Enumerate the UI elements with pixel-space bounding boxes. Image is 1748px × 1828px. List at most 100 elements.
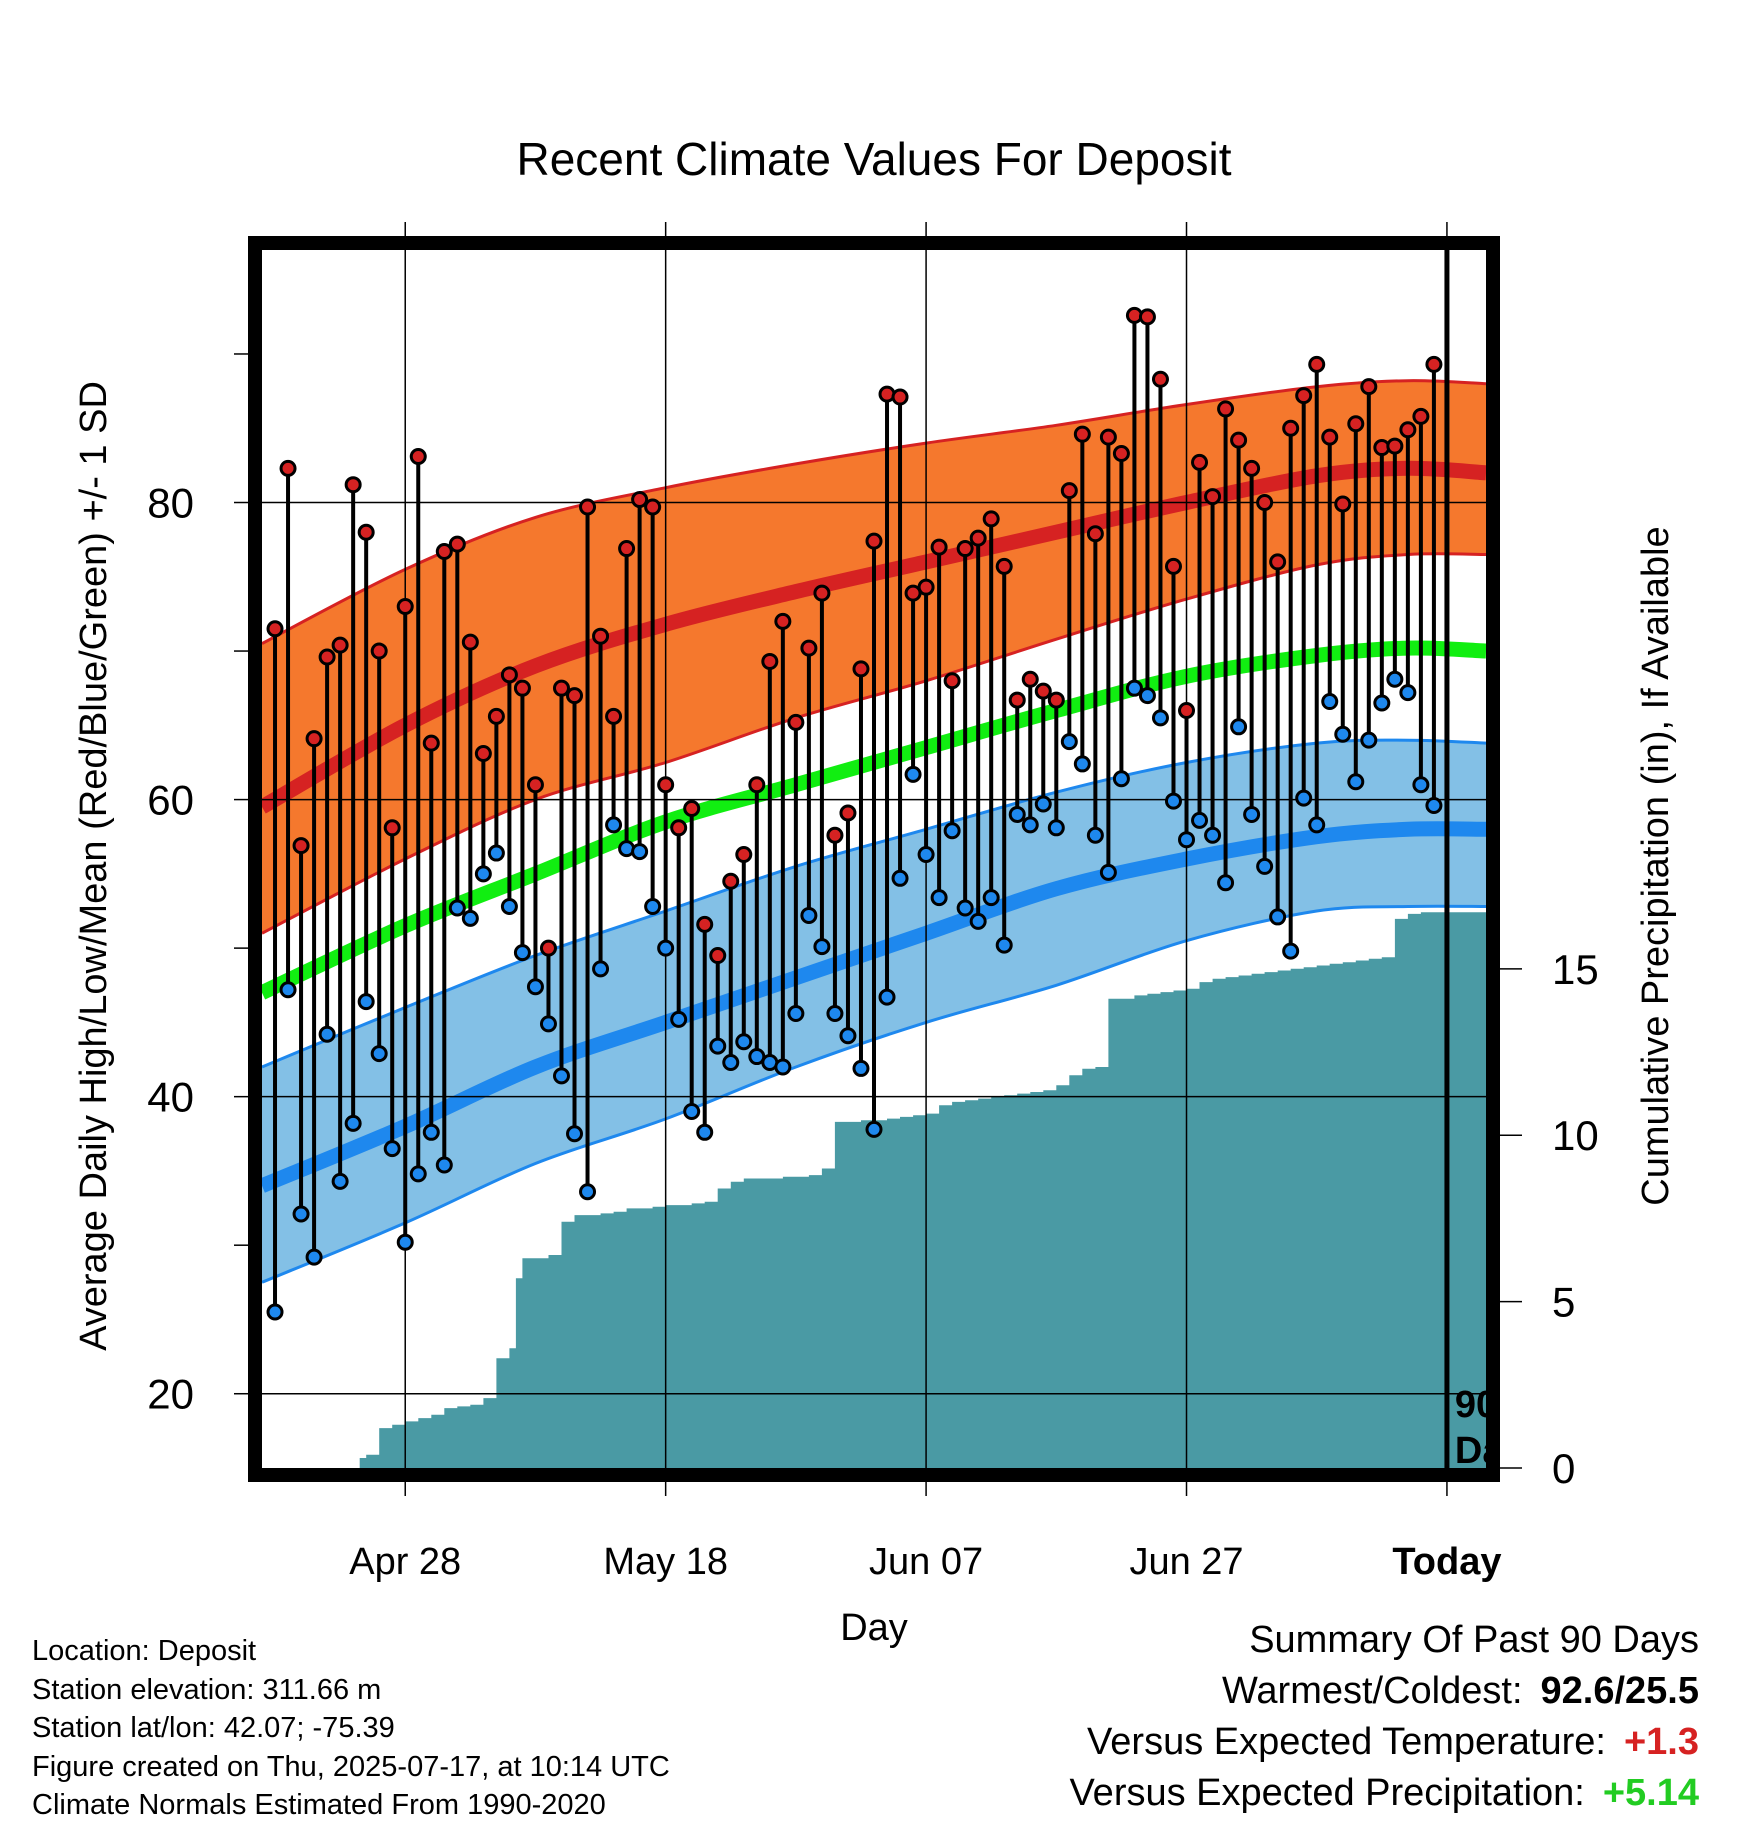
warmest-coldest-label: Warmest/Coldest: <box>1221 1670 1523 1712</box>
precip-departure-value: +5.14 <box>1602 1772 1699 1814</box>
daily-low-point <box>1386 670 1404 688</box>
x-axis-label: Day <box>840 1607 908 1649</box>
daily-high-point <box>1099 428 1117 446</box>
daily-low-point <box>1308 816 1326 834</box>
daily-low-point <box>644 898 662 916</box>
daily-low-point <box>852 1059 870 1077</box>
daily-low-point <box>1178 831 1196 849</box>
daily-high-point <box>370 642 388 660</box>
daily-high-point <box>1425 355 1443 373</box>
daily-low-point <box>318 1025 336 1043</box>
daily-high-point <box>683 799 701 817</box>
daily-high-point <box>1086 525 1104 543</box>
location-text: Location: Deposit <box>32 1635 257 1667</box>
daily-high-point <box>526 776 544 794</box>
warmest-coldest-value: 92.6/25.5 <box>1540 1670 1699 1712</box>
daily-low-point <box>956 899 974 917</box>
normals-text: Climate Normals Estimated From 1990-2020 <box>32 1789 606 1821</box>
daily-high-point <box>1308 355 1326 373</box>
daily-low-point <box>709 1037 727 1055</box>
daily-high-point <box>865 532 883 550</box>
daily-high-point <box>1386 437 1404 455</box>
daily-low-point <box>1243 805 1261 823</box>
daily-low-point <box>566 1125 584 1143</box>
daily-high-point <box>813 584 831 602</box>
daily-low-point <box>631 843 649 861</box>
daily-low-point <box>1256 857 1274 875</box>
daily-low-point <box>995 936 1013 954</box>
daily-high-point <box>631 491 649 509</box>
daily-high-point <box>500 666 518 684</box>
daily-low-point <box>1204 826 1222 844</box>
daily-high-point <box>1243 459 1261 477</box>
x-tick-label: Jun 27 <box>1129 1541 1243 1583</box>
daily-low-point <box>774 1058 792 1076</box>
daily-low-point <box>1412 776 1430 794</box>
daily-high-point <box>826 826 844 844</box>
daily-low-point <box>592 960 610 978</box>
daily-high-point <box>1034 682 1052 700</box>
daily-low-point <box>526 978 544 996</box>
daily-high-point <box>1295 387 1313 405</box>
daily-low-point <box>1164 792 1182 810</box>
y2-axis-label: Cumulative Precipitation (in), If Availa… <box>1635 526 1677 1205</box>
x-tick-label: Jun 07 <box>869 1541 983 1583</box>
daily-low-point <box>800 906 818 924</box>
daily-high-point <box>552 679 570 697</box>
daily-high-point <box>266 620 284 638</box>
daily-high-point <box>917 578 935 596</box>
daily-low-point <box>552 1067 570 1085</box>
daily-low-point <box>409 1165 427 1183</box>
daily-high-point <box>422 734 440 752</box>
daily-low-point <box>696 1123 714 1141</box>
daily-low-point <box>292 1205 310 1223</box>
daily-low-point <box>1008 805 1026 823</box>
daily-high-point <box>1151 370 1169 388</box>
daily-low-point <box>787 1004 805 1022</box>
daily-high-point <box>930 538 948 556</box>
daily-low-point <box>813 938 831 956</box>
daily-high-point <box>1412 407 1430 425</box>
daily-high-point <box>1399 421 1417 439</box>
daily-high-point <box>852 660 870 678</box>
daily-high-point <box>1112 444 1130 462</box>
x-tick-label: Apr 28 <box>349 1541 461 1583</box>
daily-high-point <box>761 652 779 670</box>
daily-high-point <box>891 388 909 406</box>
daily-low-point <box>1086 826 1104 844</box>
daily-high-point <box>579 498 597 516</box>
daily-low-point <box>331 1172 349 1190</box>
daily-high-point <box>1138 308 1156 326</box>
daily-low-point <box>539 1015 557 1033</box>
daily-low-point <box>1151 709 1169 727</box>
daily-high-point <box>670 819 688 837</box>
daily-low-point <box>917 846 935 864</box>
daily-low-point <box>1269 908 1287 926</box>
y2-tick-label: 10 <box>1552 1112 1599 1159</box>
x-tick-label: Today <box>1392 1541 1501 1583</box>
daily-low-point <box>266 1303 284 1321</box>
daily-low-point <box>474 865 492 883</box>
daily-low-point <box>1334 725 1352 743</box>
daily-high-point <box>1047 691 1065 709</box>
elevation-text: Station elevation: 311.66 m <box>32 1673 382 1706</box>
y-tick-label: 20 <box>147 1371 194 1418</box>
daily-low-point <box>1191 811 1209 829</box>
daily-high-point <box>1321 428 1339 446</box>
daily-low-point <box>1230 718 1248 736</box>
daily-low-point <box>943 822 961 840</box>
daily-low-point <box>357 993 375 1011</box>
daily-high-point <box>1334 495 1352 513</box>
daily-low-point <box>878 988 896 1006</box>
daily-high-point <box>1269 553 1287 571</box>
y-tick-label: 40 <box>147 1074 194 1121</box>
daily-high-point <box>1230 431 1248 449</box>
daily-low-point <box>735 1033 753 1051</box>
axes: 20 40 60 80 0 5 10 15 Apr 28 May 18 Jun 07 Jun 27 To… <box>147 222 1599 1583</box>
daily-low-point <box>1060 733 1078 751</box>
daily-high-point <box>1164 557 1182 575</box>
daily-high-point <box>344 476 362 494</box>
daily-high-point <box>1347 415 1365 433</box>
daily-high-point <box>982 510 1000 528</box>
